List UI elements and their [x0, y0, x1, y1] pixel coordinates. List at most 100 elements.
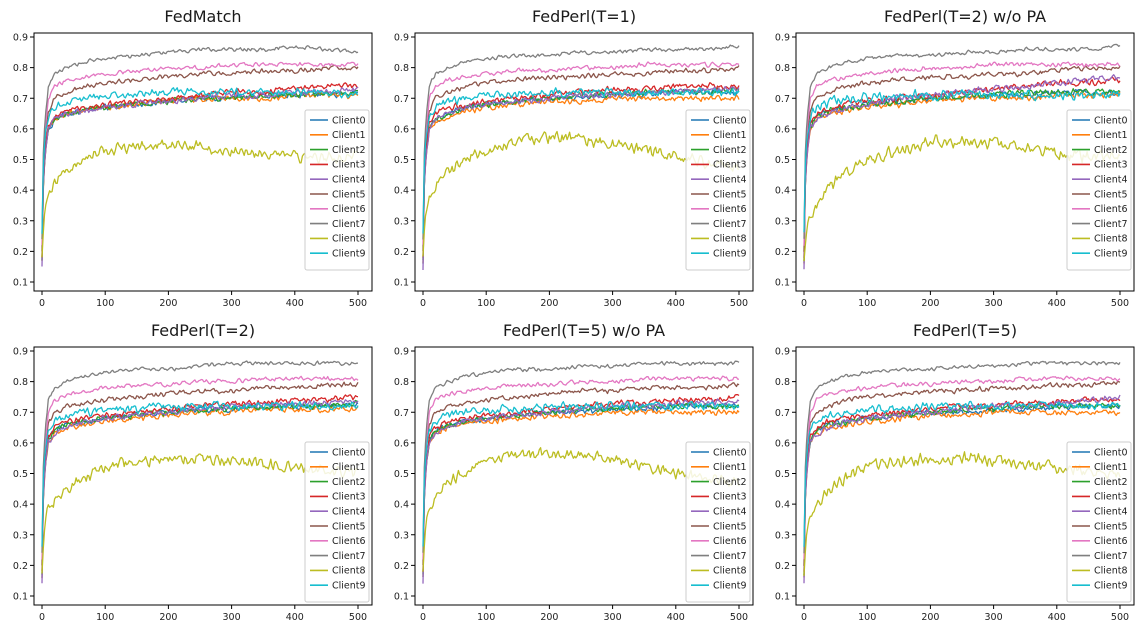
- legend-label: Client8: [332, 234, 366, 245]
- legend-label: Client3: [332, 492, 366, 503]
- series-line-client5: [803, 380, 1121, 566]
- y-tick-label: 0.7: [13, 94, 28, 105]
- legend-label: Client8: [332, 566, 366, 577]
- legend-label: Client2: [713, 145, 747, 156]
- chart-panel-fedperl-t1: FedPerl(T=1) 0.1 0.2 0.3 0.4 0.5 0.6 0.7 0.8 0.9 0…: [381, 0, 762, 314]
- chart-title: FedPerl(T=1): [532, 7, 636, 26]
- legend: Client0 Client1 Client2 Client3 Client4 Clien…: [685, 109, 751, 271]
- x-tick-label: 0: [420, 298, 426, 309]
- y-tick-label: 0.8: [13, 63, 28, 74]
- series-line-client4: [422, 85, 740, 271]
- y-tick-label: 0.3: [13, 530, 28, 541]
- legend-label: Client6: [332, 204, 366, 215]
- x-tick-label: 0: [420, 612, 426, 623]
- y-tick-label: 0.5: [13, 469, 28, 480]
- y-tick-label: 0.9: [13, 347, 28, 358]
- series-group: [803, 43, 1121, 270]
- y-tick-label: 0.7: [775, 408, 790, 419]
- series-line-client6: [422, 375, 740, 560]
- legend-label: Client5: [1094, 189, 1128, 200]
- y-tick-label: 0.6: [13, 438, 28, 449]
- legend-label: Client6: [713, 536, 747, 547]
- legend-label: Client6: [332, 536, 366, 547]
- legend-label: Client0: [1094, 115, 1128, 126]
- x-tick-label: 500: [349, 298, 367, 309]
- x-tick-label: 400: [286, 612, 304, 623]
- legend-label: Client9: [332, 581, 366, 592]
- series-line-client7: [41, 360, 359, 553]
- x-tick-label: 100: [477, 612, 495, 623]
- series-line-client5: [422, 65, 740, 252]
- chart-svg: FedPerl(T=2) 0.1 0.2 0.3 0.4 0.5 0.6 0.7 0.8 0.9 0…: [13, 321, 373, 623]
- x-tick-label: 200: [540, 298, 558, 309]
- x-tick-label: 300: [223, 298, 241, 309]
- y-tick-label: 0.4: [13, 186, 28, 197]
- legend-label: Client2: [713, 477, 747, 488]
- y-tick-label: 0.1: [13, 592, 28, 603]
- series-line-client2: [41, 89, 359, 261]
- y-tick-label: 0.8: [775, 63, 790, 74]
- series-line-client6: [803, 61, 1121, 246]
- legend-label: Client0: [332, 115, 366, 126]
- x-tick-label: 200: [540, 612, 558, 623]
- x-tick-label: 0: [39, 612, 45, 623]
- series-line-client7: [803, 360, 1121, 554]
- legend-label: Client5: [1094, 521, 1128, 532]
- chart-panel-fedmatch: FedMatch 0.1 0.2 0.3 0.4 0.5 0.6 0.7 0.8 0.9 0 100 2…: [0, 0, 381, 314]
- chart-svg: FedMatch 0.1 0.2 0.3 0.4 0.5 0.6 0.7 0.8 0.9 0 100 2…: [13, 7, 373, 309]
- series-line-client5: [41, 64, 359, 252]
- y-tick-label: 0.5: [13, 155, 28, 166]
- chart-title: FedPerl(T=2): [151, 321, 255, 340]
- y-tick-label: 0.2: [394, 247, 409, 258]
- chart-panel-fedperl-t5: FedPerl(T=5) 0.1 0.2 0.3 0.4 0.5 0.6 0.7 0.8 0.9 0…: [762, 314, 1143, 628]
- y-tick-label: 0.7: [394, 94, 409, 105]
- y-tick-label: 0.4: [775, 186, 790, 197]
- y-tick-label: 0.9: [394, 33, 409, 44]
- legend-label: Client4: [332, 175, 366, 186]
- chart-svg: FedPerl(T=5) w/o PA 0.1 0.2 0.3 0.4 0.5 0.6 0.7…: [394, 321, 754, 623]
- legend-label: Client0: [713, 447, 747, 458]
- y-tick-label: 0.5: [775, 155, 790, 166]
- legend-label: Client2: [1094, 145, 1128, 156]
- legend-label: Client6: [713, 204, 747, 215]
- series-line-client5: [803, 65, 1121, 252]
- y-tick-label: 0.1: [13, 278, 28, 289]
- y-tick-label: 0.4: [775, 500, 790, 511]
- x-tick-label: 100: [858, 612, 876, 623]
- legend-label: Client9: [332, 249, 366, 260]
- y-tick-label: 0.5: [394, 469, 409, 480]
- series-group: [41, 45, 359, 267]
- legend: Client0 Client1 Client2 Client3 Client4 Clien…: [304, 441, 370, 603]
- legend-label: Client2: [332, 477, 366, 488]
- legend-label: Client8: [1094, 234, 1128, 245]
- y-tick-label: 0.8: [775, 377, 790, 388]
- y-tick-label: 0.5: [775, 469, 790, 480]
- legend-label: Client7: [713, 551, 747, 562]
- x-tick-label: 100: [858, 298, 876, 309]
- legend-label: Client9: [713, 249, 747, 260]
- legend-label: Client6: [1094, 204, 1128, 215]
- legend: Client0 Client1 Client2 Client3 Client4 Clien…: [304, 109, 370, 271]
- series-line-client7: [422, 44, 740, 240]
- y-tick-label: 0.2: [775, 561, 790, 572]
- legend-label: Client3: [1094, 160, 1128, 171]
- y-tick-label: 0.6: [13, 124, 28, 135]
- series-line-client7: [422, 360, 740, 553]
- x-tick-label: 400: [286, 298, 304, 309]
- series-line-client9: [422, 400, 740, 547]
- series-line-client9: [803, 88, 1121, 233]
- y-tick-label: 0.8: [394, 63, 409, 74]
- y-tick-label: 0.9: [775, 347, 790, 358]
- legend-label: Client8: [1094, 566, 1128, 577]
- legend-label: Client8: [713, 566, 747, 577]
- legend-label: Client0: [713, 115, 747, 126]
- x-tick-label: 200: [921, 612, 939, 623]
- x-tick-label: 400: [667, 298, 685, 309]
- legend-label: Client9: [1094, 581, 1128, 592]
- legend-label: Client3: [713, 492, 747, 503]
- y-tick-label: 0.1: [775, 278, 790, 289]
- y-tick-label: 0.8: [394, 377, 409, 388]
- chart-title: FedMatch: [164, 7, 241, 26]
- series-group: [41, 360, 359, 584]
